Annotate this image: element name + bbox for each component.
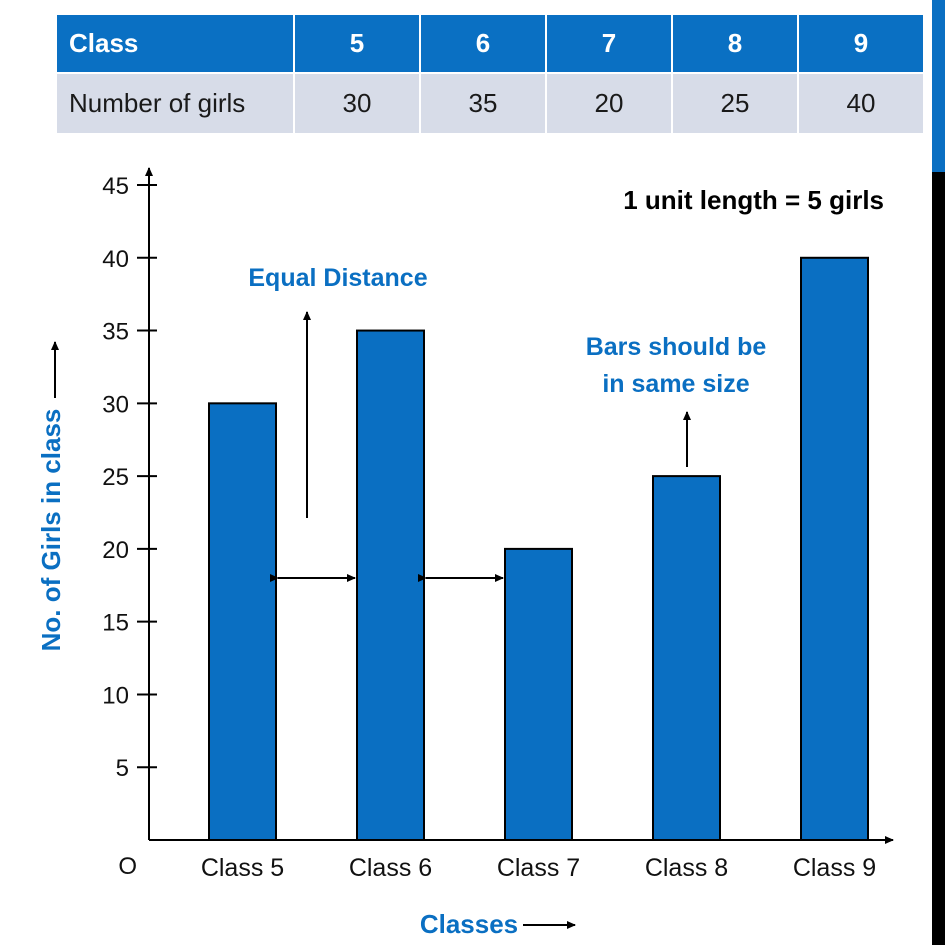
y-tick-label: 45 — [102, 173, 129, 200]
side-dark-bar — [932, 172, 945, 945]
x-tick-label: Class 8 — [645, 854, 728, 882]
same-size-label-line2: in same size — [602, 370, 749, 398]
bar — [504, 547, 573, 842]
table-cell: 20 — [545, 72, 673, 135]
x-tick-labels: Class 5 Class 6 Class 7 Class 8 Class 9 — [201, 854, 876, 882]
bar — [652, 475, 721, 841]
table-cell: 35 — [419, 72, 547, 135]
bar — [356, 329, 425, 841]
y-tick-label: 10 — [102, 682, 129, 709]
scale-note: 1 unit length = 5 girls — [623, 185, 884, 215]
table-cell: 25 — [671, 72, 799, 135]
y-tick-label: 5 — [116, 755, 129, 782]
x-tick-label: Class 9 — [793, 854, 876, 882]
origin-label: O — [118, 853, 137, 880]
y-tick-label: 25 — [102, 464, 129, 491]
y-tick-label: 40 — [102, 246, 129, 273]
y-tick-label: 35 — [102, 319, 129, 346]
x-tick-label: Class 7 — [497, 854, 580, 882]
table-cell: Number of girls — [55, 72, 295, 135]
y-tick-label: 20 — [102, 537, 129, 564]
table-header-cell: 8 — [671, 13, 799, 74]
side-accent-bar — [932, 0, 945, 172]
y-tick-label: 15 — [102, 610, 129, 637]
table-header-cell: 6 — [419, 13, 547, 74]
table-row: Number of girls 30 35 20 25 40 — [55, 72, 925, 135]
x-axis-title: Classes — [420, 909, 518, 939]
table-header-cell: Class — [55, 13, 295, 74]
data-table: Class 5 6 7 8 9 Number of girls 30 35 20… — [55, 13, 925, 135]
table-header-cell: 7 — [545, 13, 673, 74]
same-size-label-line1: Bars should be — [586, 333, 767, 361]
table-header-row: Class 5 6 7 8 9 — [55, 13, 925, 74]
x-tick-label: Class 5 — [201, 854, 284, 882]
y-axis-title: No. of Girls in class — [36, 409, 66, 652]
y-ticks: 5 10 15 20 25 30 35 40 45 — [102, 173, 157, 782]
bars — [208, 256, 869, 842]
y-tick-label: 30 — [102, 391, 129, 418]
equal-distance-label: Equal Distance — [248, 264, 427, 292]
table-header-cell: 9 — [797, 13, 925, 74]
bar — [208, 402, 277, 841]
table-header-cell: 5 — [293, 13, 421, 74]
bar — [800, 256, 869, 841]
table-cell: 40 — [797, 72, 925, 135]
x-tick-label: Class 6 — [349, 854, 432, 882]
table-cell: 30 — [293, 72, 421, 135]
